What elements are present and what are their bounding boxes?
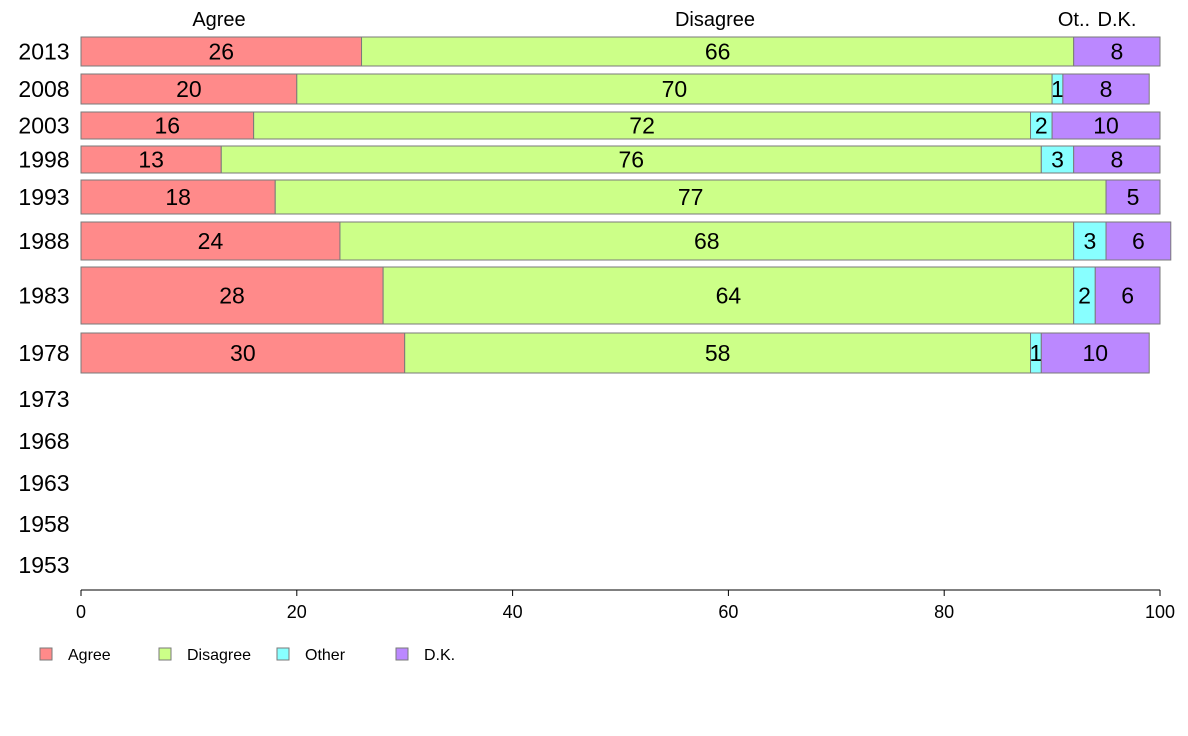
bar-2013-disagree [361,36,1075,67]
x-tick-label-100: 100 [1145,602,1175,622]
bar-2003-agree [80,111,255,140]
legend-label-agree: Agree [68,647,111,664]
data-label-1993-disagree: 77 [678,184,704,210]
bar-1978-disagree [404,332,1032,374]
year-label-1973: 1973 [18,386,69,412]
legend-label-disagree: Disagree [187,647,251,664]
bar-1998-dk [1073,145,1161,174]
column-header-dk: D.K. [1098,9,1137,31]
year-label-1958: 1958 [18,511,69,537]
year-label-2013: 2013 [18,39,69,65]
year-labels: 2013 2008 2003 1998 1993 1988 1983 1978 1973 1968… [18,39,69,579]
data-label-2003-agree: 16 [155,113,181,139]
year-label-2008: 2008 [18,76,69,102]
data-label-1988-disagree: 68 [694,228,720,254]
data-label-2013-agree: 26 [208,39,234,65]
data-label-1988-dk: 6 [1132,228,1145,254]
year-label-1983: 1983 [18,283,69,309]
year-label-1998: 1998 [18,147,69,173]
bar-1993-disagree [274,179,1107,215]
data-label-1983-dk: 6 [1121,283,1134,309]
data-label-2013-disagree: 66 [705,39,731,65]
bar-2008-dk [1062,73,1150,105]
data-label-2003-disagree: 72 [629,113,655,139]
year-label-1993: 1993 [18,184,69,210]
x-tick-label-40: 40 [503,602,523,622]
x-tick-label-60: 60 [718,602,738,622]
data-label-1983-other: 2 [1078,283,1091,309]
bar-1998-other [1040,145,1075,174]
year-label-1968: 1968 [18,428,69,454]
data-label-1978-agree: 30 [230,340,256,366]
data-label-1988-agree: 24 [198,228,224,254]
bar-1998-disagree [220,145,1042,174]
data-label-1993-agree: 18 [165,184,191,210]
data-label-1978-other: 1 [1030,340,1043,366]
bar-1983-dk [1094,266,1161,325]
bar-1983-disagree [382,266,1075,325]
data-label-1998-dk: 8 [1110,147,1123,173]
year-label-2003: 2003 [18,113,69,139]
data-label-1978-disagree: 58 [705,340,731,366]
bar-1988-agree [80,221,341,261]
data-label-2013-dk: 8 [1110,39,1123,65]
data-label-2003-dk: 10 [1093,113,1119,139]
data-label-1983-disagree: 64 [716,283,742,309]
data-label-1978-dk: 10 [1082,340,1108,366]
bar-1988-disagree [339,221,1075,261]
bar-2008-disagree [296,73,1053,105]
legend-label-other: Other [305,647,346,664]
column-header-ot: Ot.. [1058,9,1090,31]
bar-2013-dk [1073,36,1161,67]
x-tick-label-20: 20 [287,602,307,622]
data-label-1998-disagree: 76 [618,147,644,173]
data-label-1988-other: 3 [1083,228,1096,254]
x-tick-label-80: 80 [934,602,954,622]
data-label-1998-other: 3 [1051,147,1064,173]
bar-1978-dk [1040,332,1150,374]
bar-2013-agree [80,36,363,67]
data-label-2008-other: 1 [1051,76,1064,102]
bar-1998-agree [80,145,222,174]
data-label-1983-agree: 28 [219,283,245,309]
legend-swatch-other [276,647,290,661]
data-label-2008-disagree: 70 [662,76,688,102]
bar-1978-agree [80,332,406,374]
year-label-1988: 1988 [18,228,69,254]
legend-swatch-dk [395,647,409,661]
data-label-2003-other: 2 [1035,113,1048,139]
column-header-disagree: Disagree [675,9,755,31]
data-label-1998-agree: 13 [138,147,164,173]
column-header-agree: Agree [192,9,245,31]
legend-swatch-agree [39,647,53,661]
legend: Agree Disagree Other D.K. [39,647,455,664]
data-label-1993-dk: 5 [1127,184,1140,210]
data-label-2008-dk: 8 [1100,76,1113,102]
data-label-2008-agree: 20 [176,76,202,102]
year-label-1963: 1963 [18,470,69,496]
bar-1988-dk [1105,221,1172,261]
bar-2003-dk [1051,111,1161,140]
legend-swatch-disagree [158,647,172,661]
x-tick-label-0: 0 [76,602,86,622]
bar-1993-agree [80,179,276,215]
bar-1988-other [1073,221,1107,261]
x-axis: 0 20 40 60 80 100 [76,589,1175,622]
legend-label-dk: D.K. [424,647,455,664]
year-label-1978: 1978 [18,340,69,366]
bar-1993-dk [1105,179,1161,215]
bar-2003-disagree [253,111,1032,140]
year-label-1953: 1953 [18,552,69,578]
column-headers: Agree Disagree Ot.. D.K. [192,9,1136,31]
